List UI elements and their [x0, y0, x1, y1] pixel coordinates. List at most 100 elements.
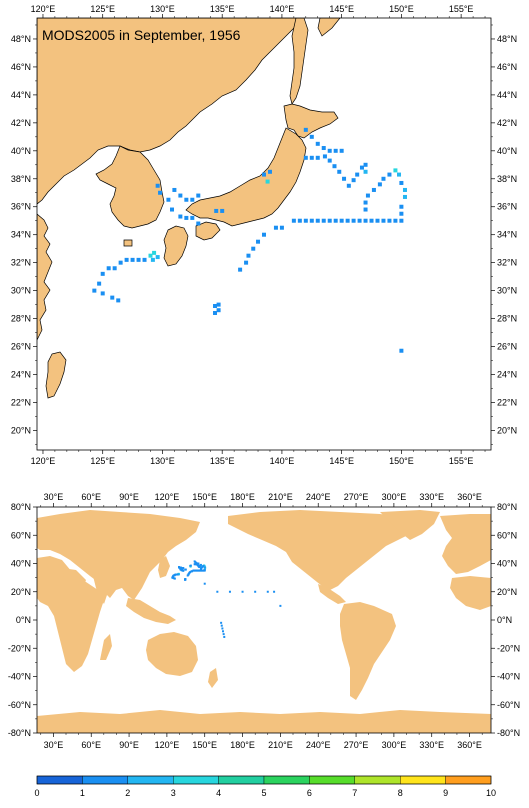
- observation-cell: [186, 574, 189, 577]
- observation-cell: [182, 567, 185, 570]
- lat-label: 46°N: [497, 62, 517, 72]
- lat-label: 28°N: [497, 314, 517, 324]
- regional-observations: [92, 127, 407, 353]
- global-lon-labels-top: 30°E 60°E 90°E 120°E 150°E 180°E 210°E 240°E 270…: [40, 492, 483, 507]
- lat-label: -80°N: [8, 728, 31, 738]
- observation-cell: [197, 562, 200, 565]
- observation-cell: [190, 570, 193, 573]
- lon-label: 330°E: [419, 492, 444, 502]
- colorbar-label: 9: [443, 788, 448, 798]
- lat-label: -60°N: [8, 700, 31, 710]
- lon-label: 155°E: [449, 456, 474, 466]
- lat-label: 36°N: [11, 202, 31, 212]
- colorbar-label: 8: [398, 788, 403, 798]
- colorbar-label: 3: [171, 788, 176, 798]
- observation-cell: [124, 257, 129, 262]
- lon-label: 30°E: [44, 740, 64, 750]
- lon-label: 90°E: [119, 740, 139, 750]
- regional-lat-labels-left: 20°N 22°N 24°N 26°N 28°N 30°N 32°N 34°N 36°N 38°N…: [11, 24, 37, 445]
- observation-cell: [166, 197, 171, 202]
- africa-west: [450, 576, 491, 610]
- lat-label: -60°N: [497, 700, 520, 710]
- observation-cell: [254, 590, 257, 593]
- lon-label: 145°E: [329, 456, 354, 466]
- observation-cell: [150, 257, 155, 262]
- observation-cell: [279, 604, 282, 607]
- observation-cell: [355, 172, 360, 177]
- lat-label: 40°N: [497, 146, 517, 156]
- europe: [440, 514, 491, 574]
- lon-label: 300°E: [382, 740, 407, 750]
- lon-label: 145°E: [329, 4, 354, 14]
- observation-cell: [321, 218, 326, 223]
- observation-cell: [309, 155, 314, 160]
- lon-label: 210°E: [268, 492, 293, 502]
- lon-label: 120°E: [31, 4, 56, 14]
- observation-cell: [337, 169, 342, 174]
- lat-label: -40°N: [8, 672, 31, 682]
- lon-label: 180°E: [230, 492, 255, 502]
- observation-cell: [216, 590, 219, 593]
- lat-label: -20°N: [497, 643, 520, 653]
- jeju: [123, 239, 133, 247]
- lat-label: 38°N: [497, 174, 517, 184]
- observation-cell: [213, 304, 218, 308]
- lon-label: 120°E: [155, 740, 180, 750]
- antarctica: [37, 710, 491, 733]
- arabia: [62, 568, 86, 590]
- hokkaido: [283, 103, 339, 139]
- lon-label: 30°E: [44, 492, 64, 502]
- observation-cell: [178, 214, 183, 219]
- observation-cell: [273, 590, 276, 593]
- observation-cell: [369, 218, 374, 223]
- observation-cell: [309, 134, 314, 139]
- observation-cell: [110, 295, 115, 300]
- colorbar-segment: [309, 775, 355, 785]
- lat-label: 26°N: [497, 342, 517, 352]
- observation-cell: [342, 176, 347, 181]
- colorbar-segment: [36, 775, 83, 785]
- observation-cell: [279, 225, 284, 230]
- kamchatka-coast: [317, 18, 341, 37]
- observation-cell: [100, 291, 105, 296]
- lon-label: 130°E: [150, 4, 175, 14]
- observation-cell: [357, 218, 362, 223]
- observation-cell: [223, 635, 226, 638]
- lat-label: 38°N: [11, 174, 31, 184]
- observation-cell: [297, 218, 302, 223]
- colorbar-segment: [218, 775, 265, 785]
- observation-cell: [256, 239, 261, 244]
- global-lat-labels-right: -80°N -60°N -40°N -20°N 0°N 20°N 40°N 60°N 80°N: [491, 502, 520, 738]
- observation-cell: [136, 257, 141, 262]
- new-zealand: [208, 668, 218, 688]
- colorbar-segment: [82, 775, 129, 785]
- observation-cell: [397, 172, 402, 177]
- taiwan: [45, 351, 67, 399]
- lon-label: 60°E: [81, 740, 101, 750]
- observation-cell: [351, 178, 356, 183]
- global-land: [37, 510, 491, 733]
- lon-label: 360°E: [457, 740, 482, 750]
- observation-cell: [266, 590, 269, 593]
- observation-cell: [203, 582, 206, 585]
- lon-label: 240°E: [306, 492, 331, 502]
- observation-cell: [241, 590, 244, 593]
- observation-cell: [193, 563, 196, 566]
- observation-cell: [246, 253, 251, 258]
- lat-label: 48°N: [497, 34, 517, 44]
- observation-cell: [220, 208, 225, 213]
- observation-cell: [303, 218, 308, 223]
- observation-cell: [332, 164, 337, 169]
- regional-lon-labels-top: 120°E 125°E 130°E 135°E 140°E 145°E 150°E 155°E: [31, 4, 486, 18]
- lat-label: 30°N: [497, 286, 517, 296]
- observation-cell: [172, 187, 177, 192]
- observation-cell: [339, 218, 344, 223]
- north-america: [228, 510, 420, 590]
- observation-cell: [199, 568, 202, 571]
- observation-cell: [148, 253, 153, 258]
- lat-label: 32°N: [497, 258, 517, 268]
- colorbar-segment: [445, 775, 492, 785]
- lon-label: 150°E: [192, 492, 217, 502]
- observation-cell: [178, 566, 181, 569]
- lat-label: 40°N: [497, 559, 517, 569]
